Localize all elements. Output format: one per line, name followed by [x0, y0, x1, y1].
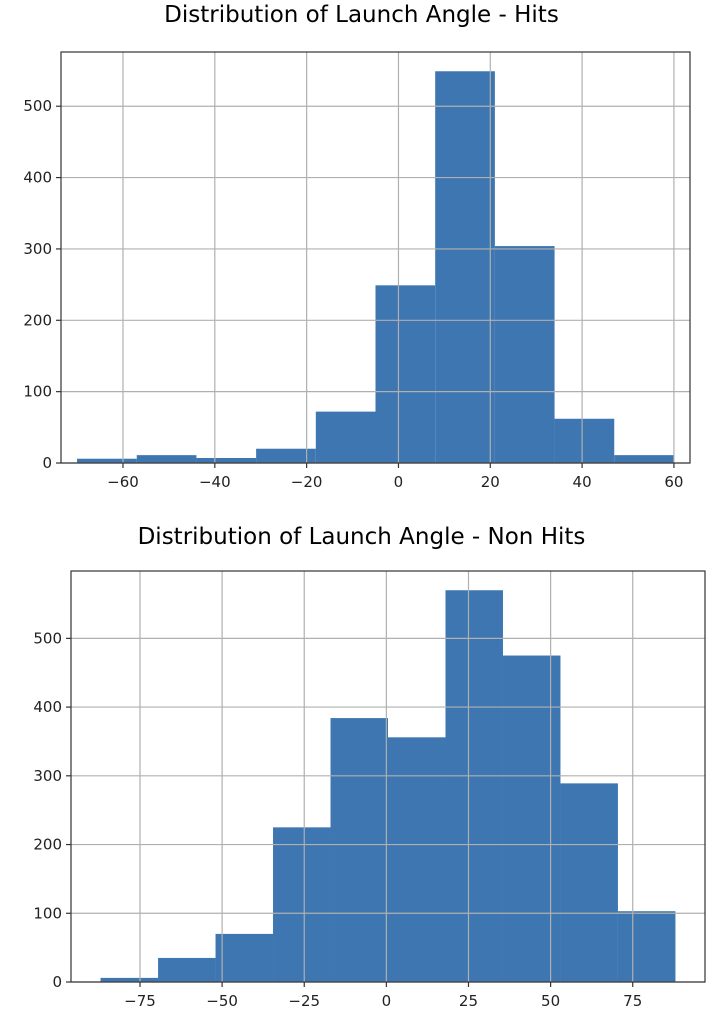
hits-plot-area: −60 −40 −20 0 20 40 60 0 100 200 300 400 500 — [23, 51, 691, 491]
x-tick-label: 20 — [481, 473, 500, 491]
non-hits-histogram: Distribution of Launch Angle - Non Hits … — [0, 522, 723, 1024]
axes-frame — [70, 570, 706, 983]
y-tick-label: 400 — [23, 169, 52, 187]
y-tick-label: 500 — [33, 629, 62, 647]
y-tick-label: 0 — [42, 454, 52, 472]
x-axis: −60 −40 −20 0 20 40 60 — [107, 463, 683, 491]
y-tick-label: 300 — [33, 767, 62, 785]
histogram-bar — [256, 448, 316, 463]
y-axis: 0 100 200 300 400 500 — [33, 629, 71, 991]
histogram-bar — [100, 977, 159, 982]
histogram-bar — [388, 737, 446, 982]
histogram-bar — [614, 455, 674, 463]
histogram-bar — [215, 933, 274, 982]
histogram-bar — [315, 411, 376, 463]
x-tick-label: 75 — [623, 992, 642, 1010]
grid — [71, 571, 705, 983]
x-tick-label: −25 — [288, 992, 320, 1010]
chart-title: Distribution of Launch Angle - Non Hits — [137, 524, 586, 550]
histogram-bar — [435, 71, 495, 463]
histogram-bar — [554, 418, 615, 463]
x-tick-label: 40 — [573, 473, 592, 491]
y-tick-label: 500 — [23, 97, 52, 115]
hits-histogram: Distribution of Launch Angle - Hits −60−… — [0, 0, 723, 505]
x-tick-label: −40 — [199, 473, 231, 491]
x-tick-label: 60 — [664, 473, 683, 491]
histogram-bar — [375, 285, 436, 463]
bars — [77, 71, 674, 463]
x-tick-label: 0 — [382, 992, 392, 1010]
chart-title: Distribution of Launch Angle - Hits — [164, 2, 559, 28]
x-axis: −75 −50 −25 0 25 50 75 — [124, 982, 642, 1010]
non-hits-plot-area: −75 −50 −25 0 25 50 75 0 100 200 300 400 500 — [33, 570, 706, 1010]
y-tick-label: 400 — [33, 698, 62, 716]
histogram-bar — [617, 911, 676, 982]
x-tick-label: −75 — [124, 992, 156, 1010]
histogram-bar — [158, 957, 216, 982]
x-tick-label: 50 — [541, 992, 560, 1010]
x-tick-label: 0 — [394, 473, 404, 491]
histogram-bar — [196, 458, 257, 463]
x-tick-label: −60 — [107, 473, 139, 491]
histogram-bar — [502, 655, 561, 982]
y-tick-label: 100 — [23, 383, 52, 401]
histogram-bar — [77, 458, 137, 463]
x-tick-label: −50 — [206, 992, 238, 1010]
histogram-bar — [560, 783, 618, 982]
y-tick-label: 0 — [52, 973, 62, 991]
histogram-bar — [136, 455, 197, 463]
histogram-bar — [330, 718, 388, 982]
y-tick-label: 200 — [33, 836, 62, 854]
y-tick-label: 300 — [23, 240, 52, 258]
y-axis: 0 100 200 300 400 500 — [23, 97, 61, 472]
y-tick-label: 100 — [33, 904, 62, 922]
histogram-bar — [494, 246, 555, 463]
x-tick-label: 25 — [459, 992, 478, 1010]
axes-frame — [60, 51, 691, 464]
bars — [100, 590, 676, 982]
histogram-bar — [273, 827, 331, 982]
x-tick-label: −20 — [291, 473, 323, 491]
histogram-bar — [445, 590, 503, 982]
y-tick-label: 200 — [23, 311, 52, 329]
